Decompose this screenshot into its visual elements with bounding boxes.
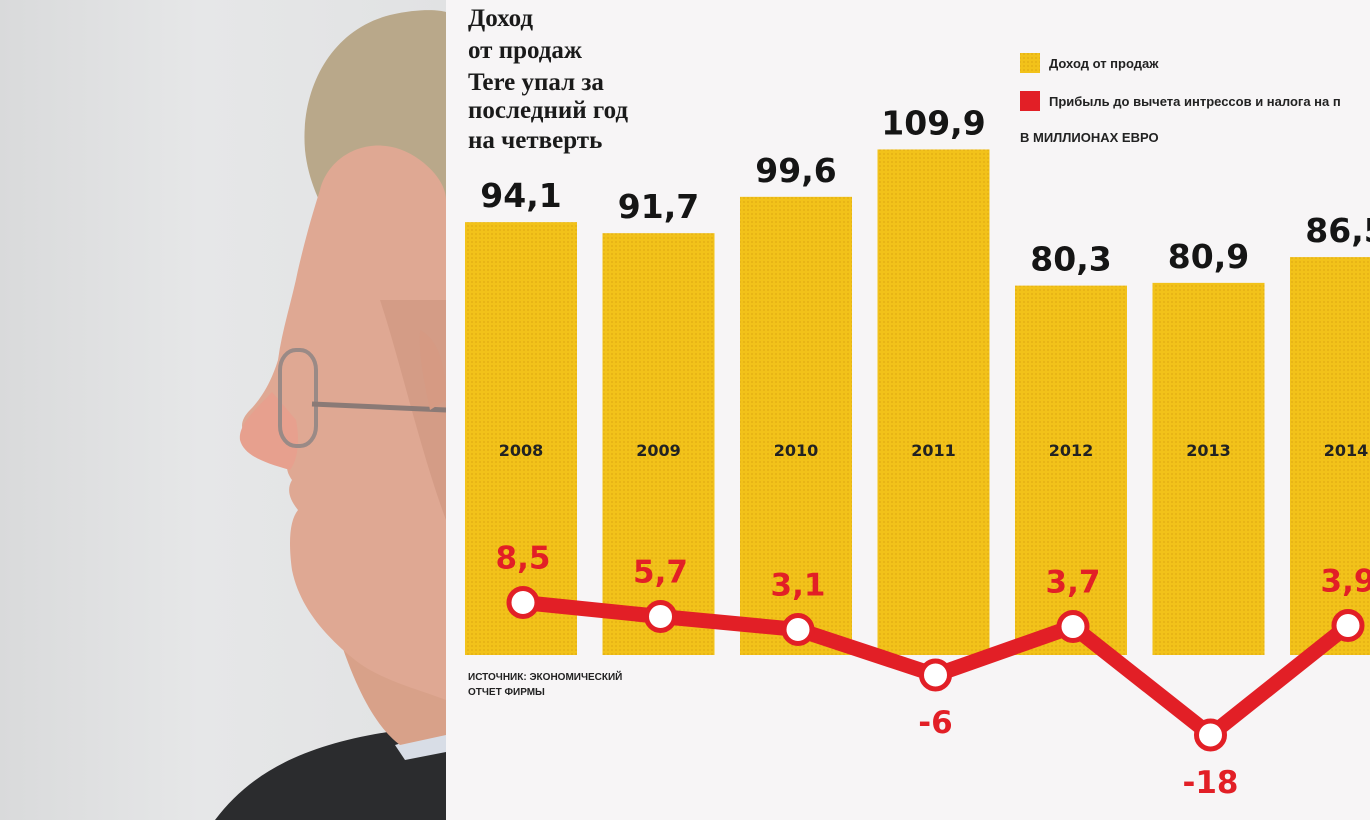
profit-point xyxy=(1194,718,1227,752)
revenue-bars: 94,1 2008 91,7 2009 99,6 2010 109,9 2011 80,3 201… xyxy=(465,103,1370,655)
chart-legend: Доход от продаж Прибыль до вычета интрес… xyxy=(1020,53,1341,145)
profit-point xyxy=(919,658,952,692)
title-line: от продаж xyxy=(468,37,583,64)
revenue-bar xyxy=(740,196,852,655)
glasses-arm xyxy=(311,401,446,413)
profit-point xyxy=(1056,610,1090,643)
bar-value-label: 91,7 xyxy=(618,187,699,226)
year-label: 2011 xyxy=(911,441,956,460)
nose-shape xyxy=(239,392,298,470)
title-line: последний год xyxy=(468,97,628,124)
profit-value-label: 3,1 xyxy=(771,568,826,604)
legend-swatch-revenue xyxy=(1020,53,1040,73)
profit-value-label: -6 xyxy=(918,705,952,741)
title-line: на четверть xyxy=(468,127,602,154)
year-label: 2010 xyxy=(774,441,819,460)
ear-shape xyxy=(419,330,446,410)
bar-value-label: 86,5 xyxy=(1305,211,1370,250)
glasses-frame xyxy=(278,348,318,448)
title-line: Доход xyxy=(468,5,533,32)
bar-value-label: 80,9 xyxy=(1168,237,1249,276)
profit-value-label: 3,9 xyxy=(1321,564,1370,600)
year-label: 2013 xyxy=(1186,441,1231,460)
profit-value-label: -18 xyxy=(1182,765,1238,801)
revenue-bar xyxy=(1152,282,1265,655)
source-line: ИСТОЧНИК: ЭКОНОМИЧЕСКИЙ xyxy=(468,670,622,683)
profit-value-label: 8,5 xyxy=(496,541,551,577)
bar-value-label: 80,3 xyxy=(1030,240,1111,279)
face-shape xyxy=(242,145,446,701)
profit-point xyxy=(1331,609,1365,642)
profit-point xyxy=(506,586,540,619)
chart-title: Доход от продаж Tere упал за последний г… xyxy=(468,5,628,154)
source-note: ИСТОЧНИК: ЭКОНОМИЧЕСКИЙ ОТЧЕТ ФИРМЫ xyxy=(468,670,622,698)
portrait-photo xyxy=(0,0,446,820)
revenue-bar xyxy=(602,233,715,655)
legend-swatch-profit xyxy=(1020,91,1040,111)
profit-point xyxy=(644,600,677,633)
revenue-bar xyxy=(1015,285,1127,655)
revenue-bar xyxy=(1290,257,1370,655)
infographic-panel: Доход от продаж Tere упал за последний г… xyxy=(446,0,1370,820)
bar-value-label: 109,9 xyxy=(881,103,985,142)
bar-line-chart: Доход от продаж Tere упал за последний г… xyxy=(465,5,1370,802)
year-label: 2012 xyxy=(1049,441,1094,460)
units-label: В МИЛЛИОНАХ ЕВРО xyxy=(1020,130,1159,145)
profit-value-label: 3,7 xyxy=(1046,565,1101,601)
coat-shape xyxy=(215,725,446,820)
profit-point xyxy=(781,613,815,646)
bar-value-label: 94,1 xyxy=(480,176,561,215)
revenue-bar xyxy=(877,149,990,655)
title-line: Tere упал за xyxy=(468,69,604,96)
year-label: 2008 xyxy=(499,441,544,460)
legend-label-revenue: Доход от продаж xyxy=(1049,56,1159,71)
bar-value-label: 99,6 xyxy=(755,151,836,190)
revenue-bar xyxy=(465,222,577,655)
year-label: 2014 xyxy=(1324,441,1369,460)
source-line: ОТЧЕТ ФИРМЫ xyxy=(468,687,545,698)
legend-label-profit: Прибыль до вычета интрессов и налога на … xyxy=(1049,94,1341,109)
year-label: 2009 xyxy=(636,441,681,460)
profit-line: 8,5 5,7 3,1 -6 3,7 -18 3,9 xyxy=(496,541,1370,802)
profit-value-label: 5,7 xyxy=(633,555,688,591)
